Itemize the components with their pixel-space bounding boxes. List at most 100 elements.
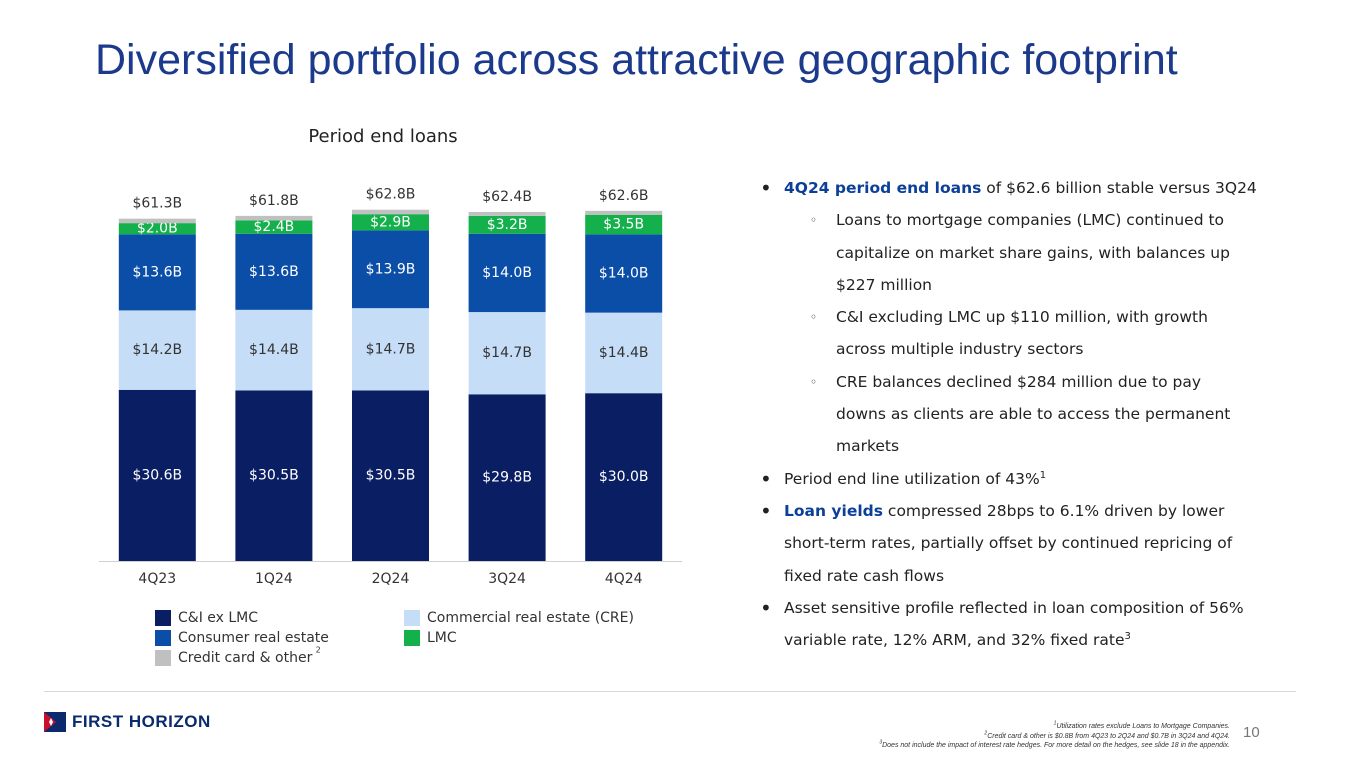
bar-segment [235, 233, 313, 310]
legend-label: C&I ex LMC [178, 610, 258, 626]
bullet-bold: Loan yields [784, 501, 883, 520]
footnote-num: 3 [879, 739, 883, 746]
data-label: $30.6B [132, 467, 182, 483]
data-label: $3.2B [487, 217, 528, 233]
bar-segment [468, 211, 546, 216]
legend-label: LMC [427, 630, 457, 646]
legend-label: Credit card & other [178, 650, 313, 666]
bar-segment [118, 223, 196, 235]
footnote-num: 2 [984, 730, 988, 737]
bullet-list: 4Q24 period end loans of $62.6 billion s… [760, 172, 1260, 656]
bar-segment [118, 218, 196, 224]
bullet: 4Q24 period end loans of $62.6 billion s… [760, 172, 1260, 205]
legend-label: Commercial real estate (CRE) [427, 610, 634, 626]
divider [44, 691, 1296, 692]
x-tick-label: 4Q23 [138, 571, 176, 587]
bar-segment [235, 215, 313, 221]
logo-flag [44, 712, 66, 732]
data-label: $14.4B [599, 345, 649, 361]
legend-swatch [404, 630, 420, 646]
legend-note: 2 [316, 646, 321, 655]
data-label: $2.9B [370, 214, 411, 230]
logo: FIRST HORIZON [44, 712, 211, 732]
x-tick-label: 3Q24 [488, 571, 526, 587]
legend-swatch [155, 650, 171, 666]
data-label: $13.6B [249, 264, 299, 280]
data-label: $14.7B [366, 341, 416, 357]
logo-text: FIRST HORIZON [72, 712, 211, 731]
bar-segment [235, 309, 313, 391]
data-label: $13.9B [366, 261, 416, 277]
footnote-text: Does not include the impact of interest … [882, 742, 1230, 749]
data-label: $3.5B [603, 217, 644, 233]
bar-segment [118, 389, 196, 561]
chart-title: Period end loans [308, 126, 457, 147]
total-label: $62.6B [599, 188, 649, 204]
data-label: $2.0B [137, 221, 178, 237]
total-label: $62.8B [366, 187, 416, 203]
bullet: Asset sensitive profile reflected in loa… [760, 592, 1260, 657]
footnotes: 1Utilization rates exclude Loans to Mort… [879, 720, 1230, 751]
bullet-text: Period end line utilization of 43% [784, 469, 1040, 488]
footnote-ref: 3 [1124, 631, 1131, 642]
bar-segment [352, 214, 429, 231]
bar-segment [352, 230, 429, 309]
bar-segment [585, 393, 663, 561]
bar-segment [585, 210, 663, 215]
bar-segment [468, 215, 546, 234]
legend-swatch [155, 630, 171, 646]
x-tick-label: 4Q24 [605, 571, 643, 587]
footnote: 1Utilization rates exclude Loans to Mort… [879, 720, 1230, 732]
data-label: $30.5B [249, 468, 299, 484]
bar-segment [352, 209, 429, 215]
footnote-text: Credit card & other is $0.8B from 4Q23 t… [987, 732, 1230, 740]
footnote-ref: 1 [1039, 469, 1047, 481]
data-label: $30.5B [366, 468, 416, 484]
bullet: Period end line utilization of 43%1 [760, 463, 1260, 496]
footnote-text: Utilization rates exclude Loans to Mortg… [1056, 723, 1230, 730]
bar-segment [235, 220, 313, 234]
bar-segment [585, 312, 663, 394]
bullet-text: compressed 28bps to 6.1% driven by lower… [784, 501, 1233, 585]
bar-segment [235, 390, 313, 561]
page-number: 10 [1243, 724, 1260, 741]
sub-bullet: C&I excluding LMC up $110 million, with … [760, 301, 1236, 366]
x-tick-label: 1Q24 [255, 571, 293, 587]
bar-segment [468, 233, 546, 313]
total-label: $62.4B [482, 189, 532, 205]
data-label: $14.4B [249, 342, 299, 358]
legend-swatch [155, 610, 171, 626]
total-label: $61.3B [132, 196, 182, 212]
bar-segment [468, 394, 546, 561]
bullet-bold: 4Q24 period end loans [784, 179, 982, 197]
data-label: $29.8B [482, 470, 532, 486]
bullet-text: of $62.6 billion stable versus 3Q24 [986, 179, 1257, 197]
data-label: $14.0B [599, 265, 649, 281]
bar-segment [468, 312, 546, 395]
bar-segment [118, 310, 196, 390]
footnote-num: 1 [1053, 720, 1057, 727]
slide-title: Diversified portfolio across attractive … [95, 36, 1178, 84]
footnote: 2Credit card & other is $0.8B from 4Q23 … [879, 730, 1230, 742]
bullet-text: Asset sensitive profile reflected in loa… [784, 598, 1244, 650]
bullet: Loan yields compressed 28bps to 6.1% dri… [760, 495, 1260, 592]
data-label: $14.7B [482, 345, 532, 361]
chart: Period end loans $30.6B $14.2B $13.6B $2.0B… [99, 126, 682, 666]
bar-segment [352, 308, 429, 391]
data-label: $13.6B [132, 264, 182, 280]
data-label: $30.0B [599, 469, 649, 485]
bar-segment [585, 214, 663, 235]
bar-segment [585, 234, 663, 313]
data-label: $14.2B [132, 342, 182, 358]
x-tick-label: 2Q24 [372, 571, 410, 587]
bar-segment [352, 390, 429, 561]
footnote: 3Does not include the impact of interest… [879, 739, 1230, 751]
bar-segment [118, 234, 196, 311]
total-label: $61.8B [249, 193, 299, 209]
legend-label: Consumer real estate [178, 630, 329, 646]
legend-swatch [404, 610, 420, 626]
data-label: $14.0B [482, 265, 532, 281]
sub-bullet: CRE balances declined $284 million due t… [760, 366, 1236, 463]
sub-bullet: Loans to mortgage companies (LMC) contin… [760, 204, 1236, 301]
